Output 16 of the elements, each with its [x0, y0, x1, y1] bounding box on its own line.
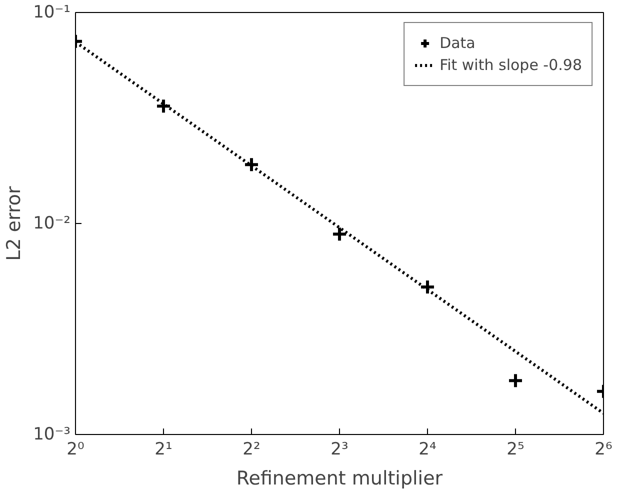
x-tick-label: 2⁴ [418, 440, 436, 460]
y-axis-title: L2 error [3, 186, 26, 261]
x-axis-title: Refinement multiplier [236, 468, 443, 490]
legend-label: Fit with slope -0.98 [440, 56, 582, 74]
legend-label: Data [440, 34, 476, 52]
x-tick-label: 2² [242, 440, 260, 460]
point [420, 279, 436, 296]
y-tick-label: 10⁻² [33, 214, 70, 234]
point [332, 226, 348, 242]
x-tick-label: 2⁶ [594, 440, 612, 460]
x-tick-label: 2³ [330, 440, 348, 460]
x-tick-label: 2⁵ [506, 440, 524, 460]
x-tick-label: 2¹ [154, 440, 172, 460]
x-tick-label: 2⁰ [66, 440, 84, 460]
point [244, 156, 260, 173]
y-tick-label: 10⁻¹ [33, 2, 70, 22]
